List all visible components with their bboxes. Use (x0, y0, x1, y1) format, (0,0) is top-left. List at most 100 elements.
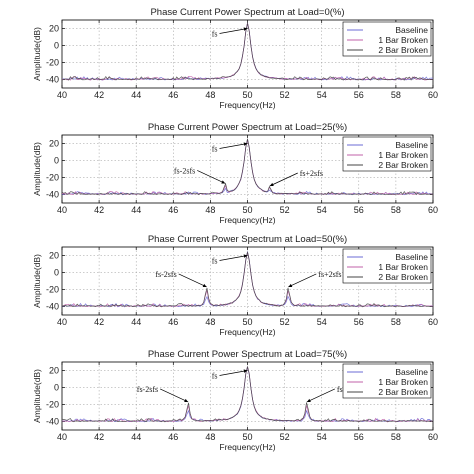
x-tick-label: 48 (205, 432, 215, 442)
annotation-arrow (197, 170, 226, 184)
annotation-arrowhead (243, 369, 248, 373)
annotation-label: fs (212, 30, 218, 39)
chart-title: Phase Current Power Spectrum at Load=0(%… (150, 7, 344, 18)
annotation-arrow (219, 370, 248, 376)
annotation-arrowhead (243, 27, 248, 31)
x-tick-label: 46 (168, 205, 178, 215)
chart-4: Phase Current Power Spectrum at Load=75(… (32, 349, 438, 452)
x-tick-label: 50 (242, 90, 252, 100)
annotation-label: fs (212, 145, 218, 154)
annotation-arrow (306, 388, 336, 403)
series-group (62, 366, 433, 423)
y-tick-label: 20 (49, 139, 59, 149)
x-tick-label: 58 (391, 432, 401, 442)
legend-entry: Baseline (395, 367, 428, 377)
x-axis-label: Frequency(Hz) (219, 215, 275, 225)
legend-entry: 2 Bar Broken (378, 160, 428, 170)
legend-entry: Baseline (395, 252, 428, 262)
annotation-arrow (219, 255, 248, 261)
x-tick-label: 54 (317, 317, 327, 327)
y-tick-label: -40 (46, 75, 59, 85)
y-axis-label: Amplitude(dB) (32, 254, 42, 308)
x-tick-label: 56 (354, 317, 364, 327)
annotation-arrowhead (243, 142, 248, 146)
y-tick-label: -20 (46, 285, 59, 295)
annotation-arrow (288, 273, 317, 288)
annotation-arrow (159, 388, 189, 403)
series-line-2-bar-broken (62, 366, 433, 423)
y-tick-label: 20 (49, 24, 59, 34)
annotations: fs fs-2sfs fs+2sfs (155, 254, 341, 288)
annotation-arrowhead (243, 254, 248, 258)
series-group (62, 251, 433, 308)
x-tick-label: 44 (131, 432, 141, 442)
annotation-label: fs (212, 372, 218, 381)
x-tick-label: 48 (205, 317, 215, 327)
x-tick-label: 40 (57, 317, 67, 327)
annotation-label: fs+2sfs (318, 270, 341, 279)
chart-title: Phase Current Power Spectrum at Load=50(… (148, 234, 347, 245)
chart-3: Phase Current Power Spectrum at Load=50(… (32, 234, 438, 337)
x-tick-label: 44 (131, 205, 141, 215)
annotation-arrowhead (202, 283, 207, 288)
x-tick-label: 50 (242, 432, 252, 442)
x-tick-label: 52 (280, 205, 290, 215)
x-tick-label: 58 (391, 205, 401, 215)
y-tick-label: -40 (46, 302, 59, 312)
y-axis-label: Amplitude(dB) (32, 27, 42, 81)
x-tick-label: 42 (94, 205, 104, 215)
series-line-2-bar-broken (62, 138, 433, 196)
y-tick-label: 0 (54, 41, 59, 51)
x-axis-label: Frequency(Hz) (219, 100, 275, 110)
annotation-arrowhead (269, 182, 274, 187)
x-tick-label: 46 (168, 317, 178, 327)
y-tick-label: -20 (46, 400, 59, 410)
annotation-arrowhead (184, 398, 189, 403)
x-tick-label: 52 (280, 432, 290, 442)
annotation-label: fs-2sfs (155, 270, 176, 279)
x-tick-label: 58 (391, 317, 401, 327)
x-axis-label: Frequency(Hz) (219, 442, 275, 452)
x-tick-label: 44 (131, 317, 141, 327)
series-line-2-bar-broken (62, 23, 433, 81)
x-tick-label: 54 (317, 432, 327, 442)
x-tick-label: 56 (354, 432, 364, 442)
chart-1: Phase Current Power Spectrum at Load=0(%… (32, 7, 438, 110)
legend-entry: 2 Bar Broken (378, 387, 428, 397)
x-tick-label: 40 (57, 432, 67, 442)
x-tick-label: 56 (354, 205, 364, 215)
x-tick-label: 46 (168, 432, 178, 442)
annotation-label: fs-2sfs (137, 385, 158, 394)
y-tick-label: 20 (49, 251, 59, 261)
x-tick-label: 42 (94, 317, 104, 327)
chart-2: Phase Current Power Spectrum at Load=25(… (32, 122, 438, 225)
x-tick-label: 60 (428, 90, 438, 100)
legend-entry: Baseline (395, 140, 428, 150)
x-tick-label: 50 (242, 317, 252, 327)
y-tick-label: -40 (46, 417, 59, 427)
x-tick-label: 60 (428, 432, 438, 442)
series-group (62, 138, 433, 196)
annotation-label: fs (212, 257, 218, 266)
legend-entry: 1 Bar Broken (378, 150, 428, 160)
x-tick-label: 42 (94, 432, 104, 442)
annotation-arrowhead (306, 398, 311, 403)
x-tick-label: 50 (242, 205, 252, 215)
x-tick-label: 54 (317, 90, 327, 100)
annotations: fs (212, 27, 248, 39)
series-group (62, 22, 433, 81)
x-tick-label: 58 (391, 90, 401, 100)
legend-entry: Baseline (395, 25, 428, 35)
legend-entry: 2 Bar Broken (378, 272, 428, 282)
legend-entry: 1 Bar Broken (378, 377, 428, 387)
y-tick-label: -20 (46, 173, 59, 183)
series-line-2-bar-broken (62, 251, 433, 308)
y-axis-label: Amplitude(dB) (32, 142, 42, 196)
x-axis-label: Frequency(Hz) (219, 327, 275, 337)
chart-title: Phase Current Power Spectrum at Load=75(… (148, 349, 347, 360)
annotation-arrow (219, 143, 248, 149)
